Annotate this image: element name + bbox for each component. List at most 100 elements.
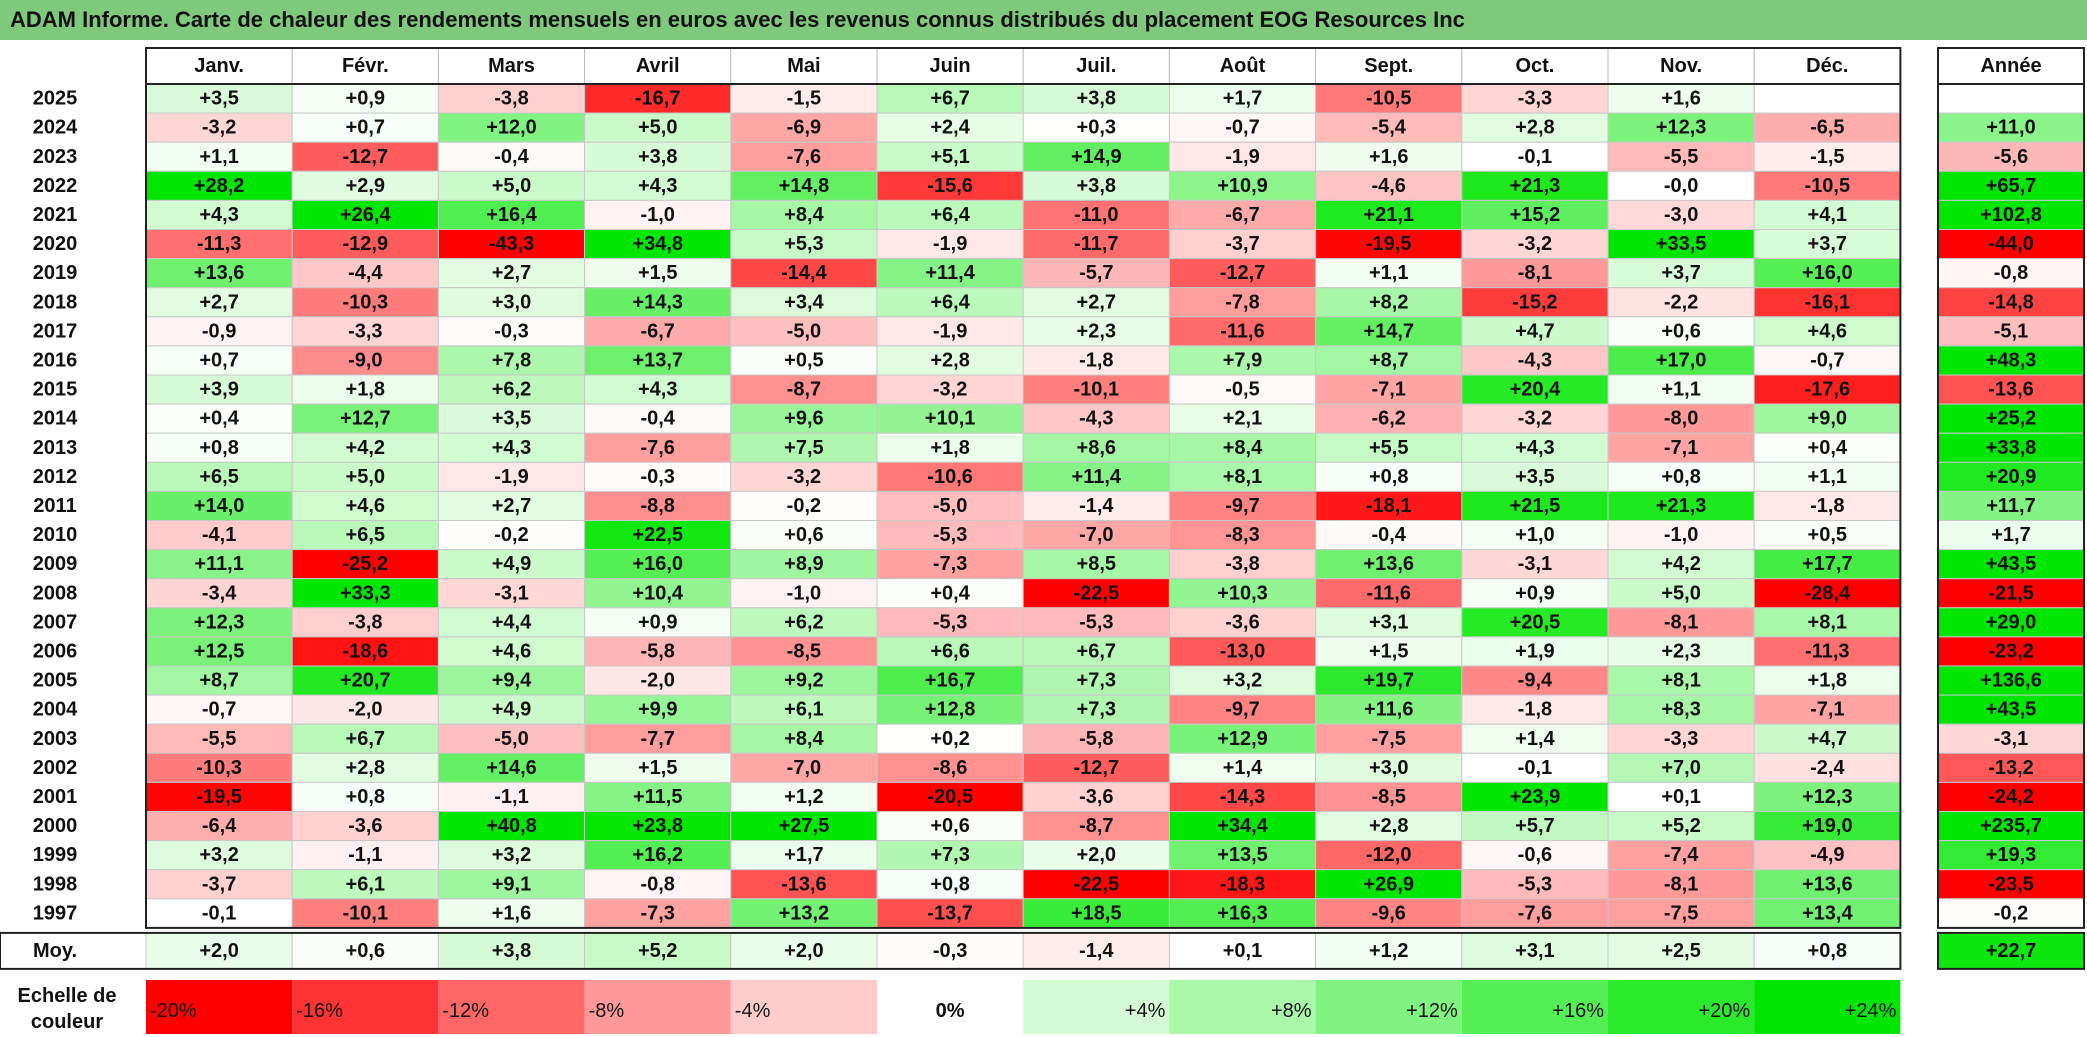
annual-cell-value: +48,3 xyxy=(1986,349,2037,371)
heatmap-cell-value: -8,1 xyxy=(1664,873,1698,895)
heatmap-cell-value: -9,7 xyxy=(1225,495,1259,517)
heatmap-cell-value: -3,3 xyxy=(348,320,382,342)
scale-label-line2: couleur xyxy=(31,1011,103,1033)
heatmap-cell-value: +2,4 xyxy=(930,117,970,139)
heatmap-cell xyxy=(730,636,878,667)
heatmap-cell xyxy=(1315,840,1463,871)
heatmap-cell xyxy=(437,869,586,900)
scale-label-line1: Echelle de xyxy=(18,985,117,1007)
heatmap-cell-value: +0,5 xyxy=(1808,524,1847,546)
heatmap-cell-value: -4,1 xyxy=(202,524,236,546)
heatmap-cell-value: -2,4 xyxy=(1810,757,1845,779)
heatmap-cell-value: +1,5 xyxy=(638,757,677,779)
heatmap-cell-value: -16,7 xyxy=(635,88,681,110)
average-annual-value: +22,7 xyxy=(1986,940,2037,962)
heatmap-cell-value: +26,9 xyxy=(1363,873,1414,895)
heatmap-cell xyxy=(1461,869,1609,900)
heatmap-cell-value: -18,1 xyxy=(1366,495,1412,517)
heatmap-cell-value: -11,3 xyxy=(1805,640,1849,662)
heatmap-cell-value: +0,4 xyxy=(1808,437,1848,459)
heatmap-cell-value: +3,5 xyxy=(492,408,531,430)
heatmap-cell xyxy=(730,461,878,492)
heatmap-cell xyxy=(730,170,878,201)
annual-cell-value: +65,7 xyxy=(1986,175,2037,197)
heatmap-cell-value: +16,2 xyxy=(632,844,683,866)
heatmap-cell xyxy=(584,490,732,521)
heatmap-cell-value: -10,5 xyxy=(1366,88,1412,110)
row-year-label: 2023 xyxy=(33,146,78,168)
heatmap-cell-value: +0,4 xyxy=(930,582,970,604)
heatmap-cell-value: -7,5 xyxy=(1664,902,1698,924)
row-year-label: 2017 xyxy=(33,320,78,342)
heatmap-cell-value: +16,0 xyxy=(1802,262,1853,284)
heatmap-cell xyxy=(1168,636,1317,667)
scale-swatch-label: +24% xyxy=(1845,1000,1897,1022)
heatmap-cell-value: +3,1 xyxy=(1369,611,1408,633)
heatmap-cell-value: +2,1 xyxy=(1223,408,1262,430)
heatmap-cell-value: +8,5 xyxy=(1077,553,1116,575)
annual-cell-value: -23,2 xyxy=(1988,640,2034,662)
row-year-label: 1997 xyxy=(33,902,78,924)
heatmap-cell xyxy=(1022,781,1170,813)
heatmap-cell-value: -0,8 xyxy=(640,873,674,895)
heatmap-cell-value: +2,7 xyxy=(492,262,531,284)
heatmap-cell-value: +12,5 xyxy=(194,640,245,662)
annual-cell-value: -24,2 xyxy=(1988,786,2034,808)
heatmap-cell-value: +0,5 xyxy=(784,349,823,371)
heatmap-cell-value: -3,1 xyxy=(1518,553,1552,575)
heatmap-cell-value: +3,4 xyxy=(784,291,824,313)
heatmap-cell xyxy=(1461,345,1609,376)
heatmap-cell-value: +6,1 xyxy=(346,873,385,895)
heatmap-cell xyxy=(876,374,1024,405)
heatmap-cell-value: -25,2 xyxy=(343,553,389,575)
heatmap-cell xyxy=(730,432,878,463)
heatmap-cell xyxy=(1315,578,1463,609)
row-year-label: 2018 xyxy=(33,291,78,313)
heatmap-cell-value: +10,3 xyxy=(1217,582,1268,604)
heatmap-cell-value: +34,8 xyxy=(632,233,683,255)
heatmap-cell-value: +4,7 xyxy=(1515,320,1554,342)
heatmap-cell xyxy=(1168,811,1317,842)
heatmap-cell-value: +40,8 xyxy=(486,815,537,837)
heatmap-cell-value: +5,0 xyxy=(1661,582,1700,604)
scale-swatch-label: -16% xyxy=(296,1000,343,1022)
annual-cell xyxy=(1937,199,2085,230)
heatmap-cell-value: -5,8 xyxy=(640,640,674,662)
heatmap-cell-value: +1,4 xyxy=(1223,757,1263,779)
heatmap-cell-value: +0,9 xyxy=(638,611,677,633)
column-header-label: Sept. xyxy=(1364,55,1413,77)
heatmap-cell xyxy=(437,694,586,725)
annual-cell xyxy=(1937,607,2085,638)
annual-cell-value: -5,1 xyxy=(1994,320,2028,342)
column-header-label: Juin xyxy=(930,55,971,77)
row-year-label: 2013 xyxy=(33,437,78,459)
annual-cell-value: -14,8 xyxy=(1988,291,2034,313)
heatmap-cell xyxy=(584,170,732,201)
row-year-label: 2016 xyxy=(33,349,78,371)
heatmap-cell xyxy=(1315,112,1463,143)
heatmap-cell xyxy=(1315,869,1463,900)
average-row-label: Moy. xyxy=(33,940,77,962)
annual-cell xyxy=(1937,83,2085,114)
heatmap-cell xyxy=(1753,432,1901,463)
heatmap-cell-value: +1,4 xyxy=(1515,728,1555,750)
heatmap-cell xyxy=(1607,549,1755,580)
heatmap-cell-value: -5,4 xyxy=(1371,117,1406,139)
annual-cell-value: -0,8 xyxy=(1994,262,2028,284)
annual-cell-value: +29,0 xyxy=(1986,611,2037,633)
scale-swatch-label: -8% xyxy=(589,1000,625,1022)
column-header-label: Nov. xyxy=(1660,55,1702,77)
annual-cell xyxy=(1937,840,2085,871)
heatmap-cell xyxy=(1461,141,1609,172)
column-header-label: Déc. xyxy=(1806,55,1848,77)
heatmap-cell xyxy=(1022,461,1170,492)
heatmap-cell-value: +9,4 xyxy=(492,670,532,692)
heatmap-cell xyxy=(437,403,586,434)
heatmap-cell xyxy=(584,345,732,376)
annual-cell-value: +43,5 xyxy=(1986,553,2037,575)
heatmap-cell-value: +7,3 xyxy=(1077,699,1116,721)
heatmap-cell-value: +8,4 xyxy=(784,728,824,750)
column-header-label: Mars xyxy=(488,55,535,77)
heatmap-cell-value: -7,7 xyxy=(640,728,674,750)
column-header-cell xyxy=(1753,47,1901,85)
